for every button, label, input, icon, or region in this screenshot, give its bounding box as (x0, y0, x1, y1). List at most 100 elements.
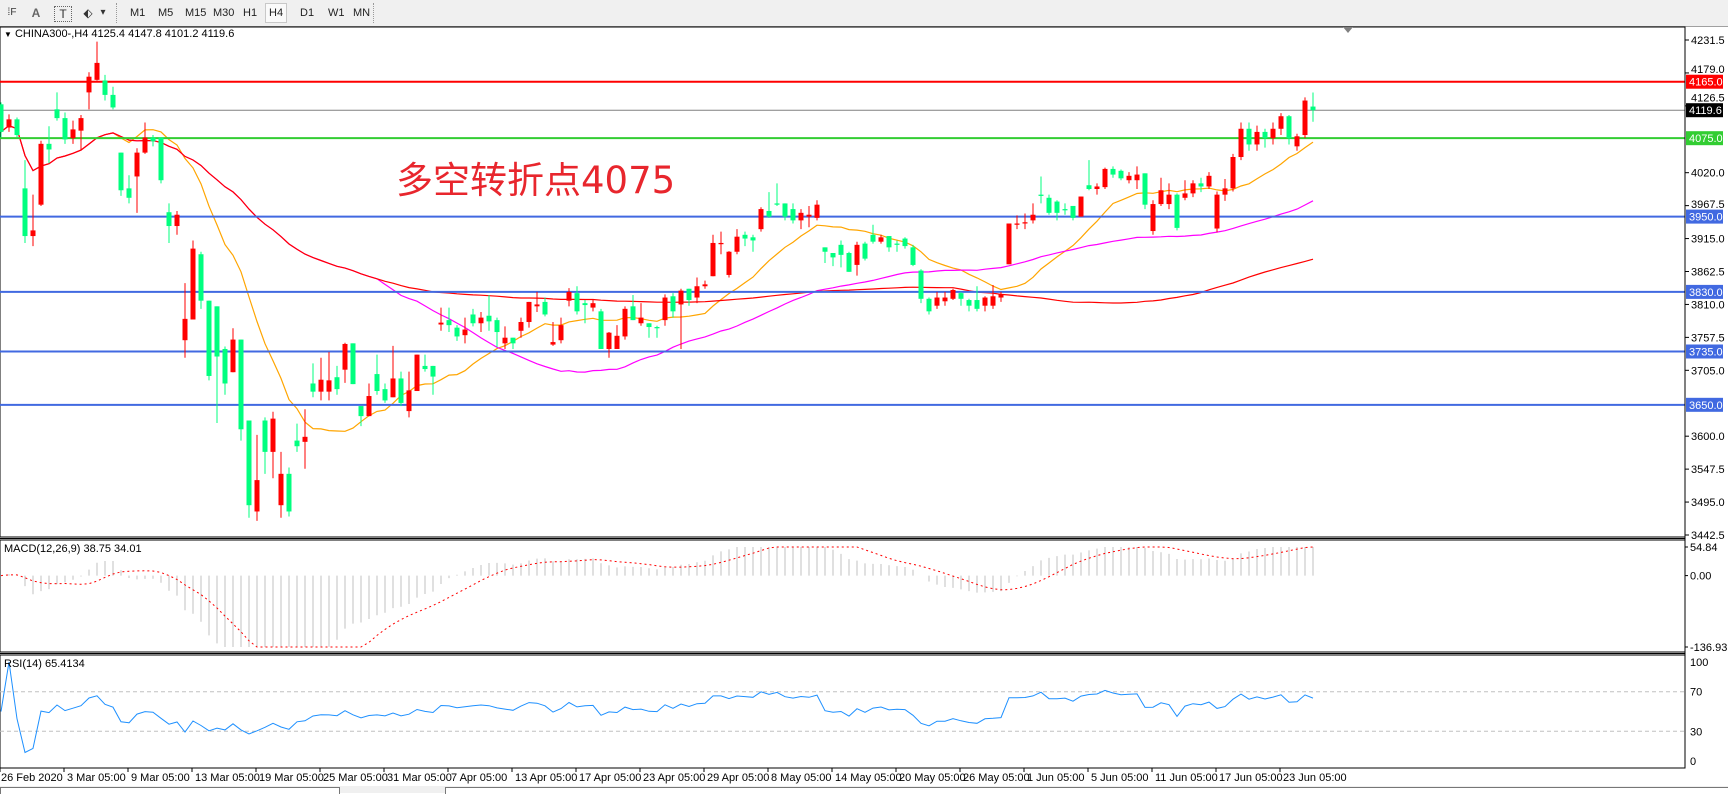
candle (94, 41, 100, 81)
candle-body (54, 109, 60, 119)
candle-body (542, 301, 548, 315)
candle-body (526, 301, 532, 323)
candle (790, 203, 796, 224)
candle (1142, 173, 1148, 210)
candle-body (1238, 128, 1244, 158)
candle-body (198, 254, 204, 301)
text-label-tool-button[interactable]: A (31, 6, 41, 20)
candle-body (174, 214, 180, 227)
candle-body (1198, 183, 1204, 187)
candle (1134, 166, 1140, 190)
y-axis-tick-label: 4126.5 (1691, 93, 1725, 105)
candle (350, 343, 356, 385)
candle-body (1014, 223, 1020, 225)
candle-body (110, 94, 116, 108)
collapse-triangle-icon[interactable]: ▼ (4, 30, 12, 39)
candle (310, 363, 316, 398)
timeframe-m5-button[interactable]: M5 (158, 7, 174, 19)
candle-body (350, 343, 356, 385)
candle-body (854, 244, 860, 265)
candle (654, 325, 660, 338)
candle-body (942, 297, 948, 302)
current-price-box (1686, 103, 1723, 118)
candle (1006, 223, 1012, 265)
level-label-box (1686, 284, 1723, 299)
timeframe-h1-button[interactable]: H1 (243, 7, 258, 19)
candle (854, 241, 860, 276)
candle-body (1206, 175, 1212, 187)
candle-body (1246, 128, 1252, 145)
chart-tab[interactable] (445, 787, 1728, 794)
chevron-down-icon[interactable]: ▾ (100, 7, 106, 18)
candle (942, 291, 948, 306)
candle-body (1142, 173, 1148, 205)
candle-body (6, 119, 12, 128)
candle (518, 317, 524, 338)
candle (670, 293, 676, 318)
candle-body (326, 380, 332, 392)
y-axis-tick-label: 4179.0 (1691, 64, 1725, 76)
candle-body (758, 209, 764, 230)
chart-tab[interactable] (0, 787, 340, 794)
timeframe-m15-button[interactable]: M15 (185, 7, 207, 19)
chart-shift-marker-icon[interactable] (1343, 27, 1353, 33)
candle (726, 251, 732, 278)
candle-body (950, 290, 956, 299)
candle-body (646, 323, 652, 328)
candle (934, 291, 940, 309)
candle-body (302, 436, 308, 442)
candle-body (1286, 116, 1292, 139)
candle (302, 409, 308, 469)
candle-body (1030, 214, 1036, 221)
candle (230, 328, 236, 373)
timeframe-w1-button[interactable]: W1 (328, 7, 345, 19)
timeframe-m30-button[interactable]: M30 (213, 7, 235, 19)
candle (782, 203, 788, 221)
candle (374, 354, 380, 395)
candle-body (718, 242, 724, 245)
arrows-shapes-tool-button[interactable]: ⬖ (83, 6, 93, 20)
candle-body (1230, 157, 1236, 189)
candle (502, 326, 508, 349)
candle (38, 140, 44, 206)
candle-body (534, 304, 540, 307)
candle (1038, 176, 1044, 204)
candle (1182, 180, 1188, 201)
fibo-grid-tool-button[interactable]: ⁞F (7, 7, 17, 18)
timeframe-d1-button[interactable]: D1 (300, 7, 315, 19)
candle (1230, 153, 1236, 192)
candle-body (102, 80, 108, 95)
candle (846, 251, 852, 272)
candle (710, 234, 716, 277)
candle (382, 383, 388, 403)
macd-label: MACD(12,26,9) 38.75 34.01 (4, 543, 142, 555)
timeframe-m1-button[interactable]: M1 (130, 7, 146, 19)
candle (1310, 92, 1316, 122)
candle (1022, 213, 1028, 230)
timeframe-mn-button[interactable]: MN (353, 7, 371, 19)
candle (150, 135, 156, 147)
time-axis-label: 26 May 05:00 (963, 772, 1030, 784)
candle (318, 357, 324, 401)
candle-body (982, 297, 988, 306)
candle-body (830, 252, 836, 258)
candle (1206, 172, 1212, 190)
candle (862, 241, 868, 261)
time-axis-label: 3 Mar 05:00 (67, 772, 126, 784)
candle-body (334, 377, 340, 390)
candle-body (934, 297, 940, 306)
timeframe-h4-button[interactable]: H4 (265, 3, 288, 23)
candle (1062, 203, 1068, 215)
candle-body (30, 230, 36, 237)
macd-axis-label: -136.93 (1690, 642, 1727, 654)
text-box-tool-button[interactable]: T (54, 6, 72, 22)
rsi-axis-label: 100 (1690, 657, 1708, 669)
time-axis-label: 13 Mar 05:00 (195, 772, 260, 784)
candle (542, 297, 548, 317)
candle-body (438, 322, 444, 325)
candle-body (710, 242, 716, 277)
moving-average-line (0, 124, 1314, 304)
candle (966, 298, 972, 312)
candle-body (870, 234, 876, 242)
